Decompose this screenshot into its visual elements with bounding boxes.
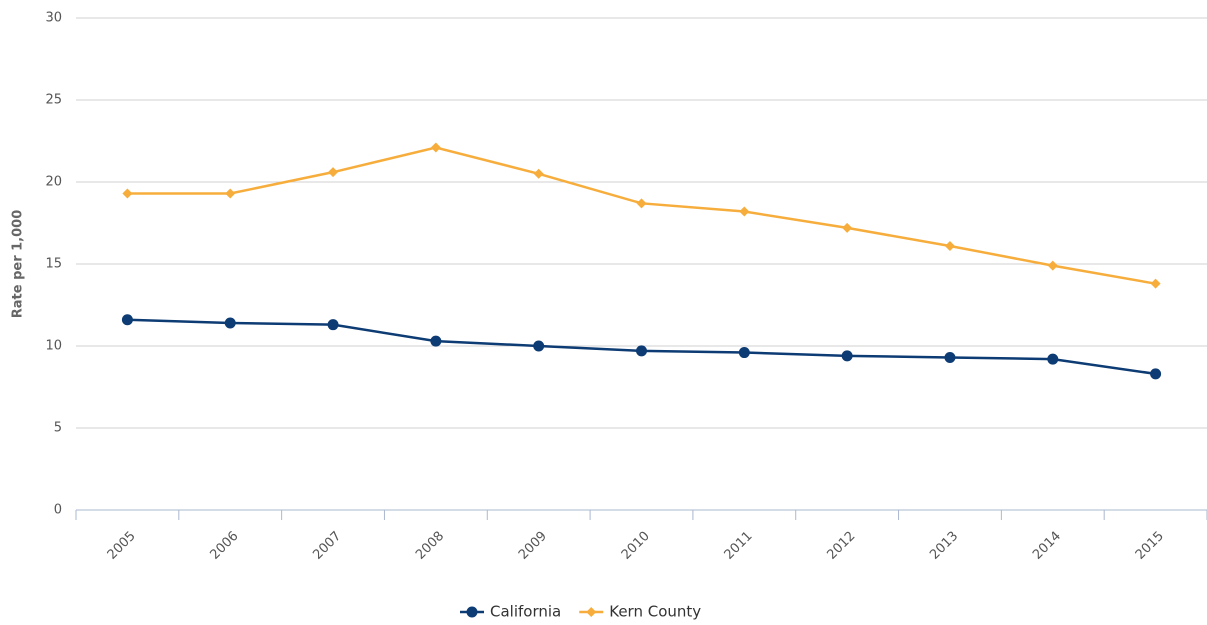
- y-axis-title: Rate per 1,000: [11, 210, 26, 319]
- y-tick-label: 5: [54, 421, 62, 436]
- point: [1047, 353, 1059, 365]
- point: [122, 188, 133, 199]
- point: [327, 319, 339, 331]
- legend-marker: [586, 607, 597, 617]
- point: [1150, 368, 1162, 380]
- point: [225, 188, 236, 199]
- x-tick-label: 2007: [310, 529, 344, 563]
- y-tick-label: 15: [45, 257, 62, 272]
- x-tick-label: 2014: [1030, 529, 1064, 563]
- point: [328, 167, 339, 178]
- point: [430, 142, 441, 153]
- point: [224, 317, 236, 329]
- x-tick-label: 2005: [105, 529, 139, 563]
- point: [533, 340, 545, 352]
- x-tick-label: 2012: [824, 529, 858, 563]
- x-tick-label: 2015: [1133, 529, 1167, 563]
- point: [738, 347, 750, 359]
- y-tick-label: 0: [54, 503, 62, 518]
- legend-marker: [466, 606, 478, 618]
- point: [841, 350, 853, 362]
- point: [636, 345, 647, 357]
- y-tick-label: 10: [45, 339, 62, 354]
- x-tick-label: 2010: [619, 529, 653, 563]
- point: [944, 351, 956, 363]
- point: [430, 335, 442, 347]
- x-tick-label: 2011: [722, 529, 756, 563]
- series-line: [127, 146, 1156, 285]
- legend: California Kern County: [460, 603, 701, 621]
- y-tick-label: 30: [45, 11, 62, 26]
- x-tick-label: 2008: [413, 529, 447, 563]
- x-tick-label: 2009: [516, 529, 550, 563]
- point: [1047, 260, 1058, 271]
- point: [533, 168, 544, 179]
- point: [739, 206, 750, 217]
- legend-label: California: [490, 603, 561, 621]
- point: [1150, 278, 1161, 289]
- point: [944, 240, 955, 251]
- x-tick-label: 2006: [208, 529, 242, 563]
- point: [121, 314, 133, 326]
- x-tick-label: 2013: [927, 529, 961, 563]
- point: [842, 222, 853, 233]
- y-tick-label: 20: [45, 175, 62, 190]
- legend-label: Kern County: [609, 603, 701, 621]
- y-tick-label: 25: [45, 93, 62, 108]
- point: [636, 198, 647, 209]
